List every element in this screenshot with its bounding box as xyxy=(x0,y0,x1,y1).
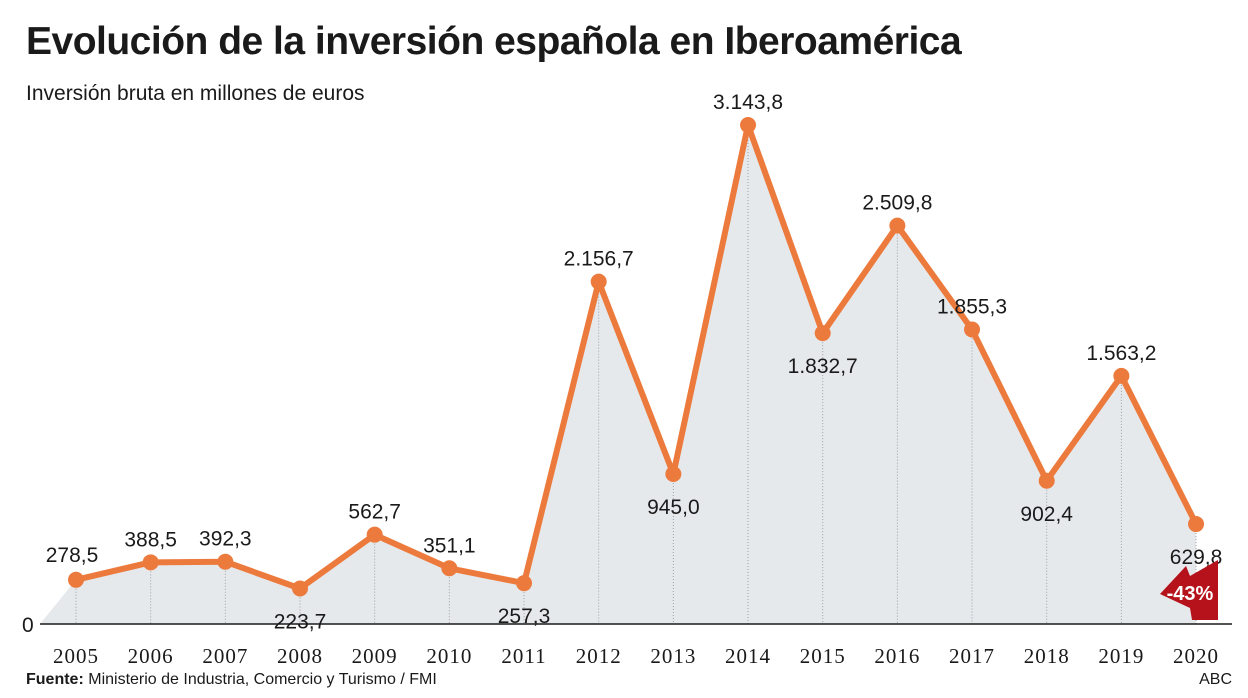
x-tick-label: 2011 xyxy=(501,644,546,668)
data-label: 629,8 xyxy=(1170,546,1223,569)
series-line xyxy=(75,122,1199,592)
x-tick-label: 2019 xyxy=(1098,644,1144,668)
data-point xyxy=(590,273,607,290)
x-tick-label: 2007 xyxy=(202,644,248,668)
data-point xyxy=(217,553,234,570)
credit: ABC xyxy=(1199,671,1232,688)
data-point xyxy=(68,571,84,588)
x-tick-label: 2013 xyxy=(650,644,696,668)
area-fill xyxy=(40,125,1197,624)
change-label: -43% xyxy=(1167,583,1214,605)
x-tick-label: 2005 xyxy=(53,644,99,668)
data-point xyxy=(964,321,981,338)
source-note: Fuente: Ministerio de Industria, Comerci… xyxy=(26,671,437,689)
data-label: 2.509,8 xyxy=(862,192,932,215)
x-tick-label: 2016 xyxy=(874,644,920,668)
data-label: 351,1 xyxy=(423,534,476,557)
data-point xyxy=(516,575,533,592)
data-point xyxy=(814,325,831,342)
x-tick-label: 2009 xyxy=(352,644,398,668)
source-text: Ministerio de Industria, Comercio y Turi… xyxy=(88,671,437,688)
data-label: 2.156,7 xyxy=(564,248,634,271)
data-point xyxy=(441,560,458,577)
x-tick-label: 2015 xyxy=(800,644,846,668)
data-label: 3.143,8 xyxy=(713,91,783,114)
data-point xyxy=(1113,367,1130,384)
y-tick-label: 0 xyxy=(22,614,34,637)
x-tick-label: 2008 xyxy=(277,644,323,668)
data-label: 902,4 xyxy=(1020,503,1073,526)
data-point xyxy=(1188,516,1205,533)
data-point xyxy=(1038,472,1055,489)
x-tick-label: 2006 xyxy=(128,644,174,668)
data-label: 388,5 xyxy=(124,528,177,551)
chart-subtitle: Inversión bruta en millones de euros xyxy=(26,82,365,105)
data-label: 257,3 xyxy=(498,605,551,628)
data-label: 562,7 xyxy=(348,501,401,524)
data-point xyxy=(292,580,309,597)
data-point xyxy=(366,526,383,543)
data-label: 945,0 xyxy=(647,496,700,519)
data-point xyxy=(665,466,682,483)
data-point xyxy=(740,117,757,133)
data-label: 223,7 xyxy=(274,610,327,633)
change-badge: -43% xyxy=(1160,560,1218,620)
down-arrow-icon xyxy=(1160,560,1218,620)
x-tick-label: 2020 xyxy=(1173,644,1219,668)
data-point xyxy=(142,554,159,571)
x-tick-label: 2014 xyxy=(725,644,771,668)
x-tick-label: 2012 xyxy=(576,644,622,668)
data-label: 392,3 xyxy=(199,528,252,551)
data-label: 1.563,2 xyxy=(1086,342,1156,365)
x-tick-label: 2017 xyxy=(949,644,995,668)
chart-title: Evolución de la inversión española en Ib… xyxy=(26,20,962,63)
data-point xyxy=(889,217,906,234)
data-label: 278,5 xyxy=(46,544,99,567)
data-label: 1.832,7 xyxy=(788,355,858,378)
x-tick-label: 2018 xyxy=(1024,644,1070,668)
x-tick-label: 2010 xyxy=(426,644,472,668)
data-label: 1.855,3 xyxy=(937,296,1007,319)
source-label: Fuente: xyxy=(26,671,84,688)
